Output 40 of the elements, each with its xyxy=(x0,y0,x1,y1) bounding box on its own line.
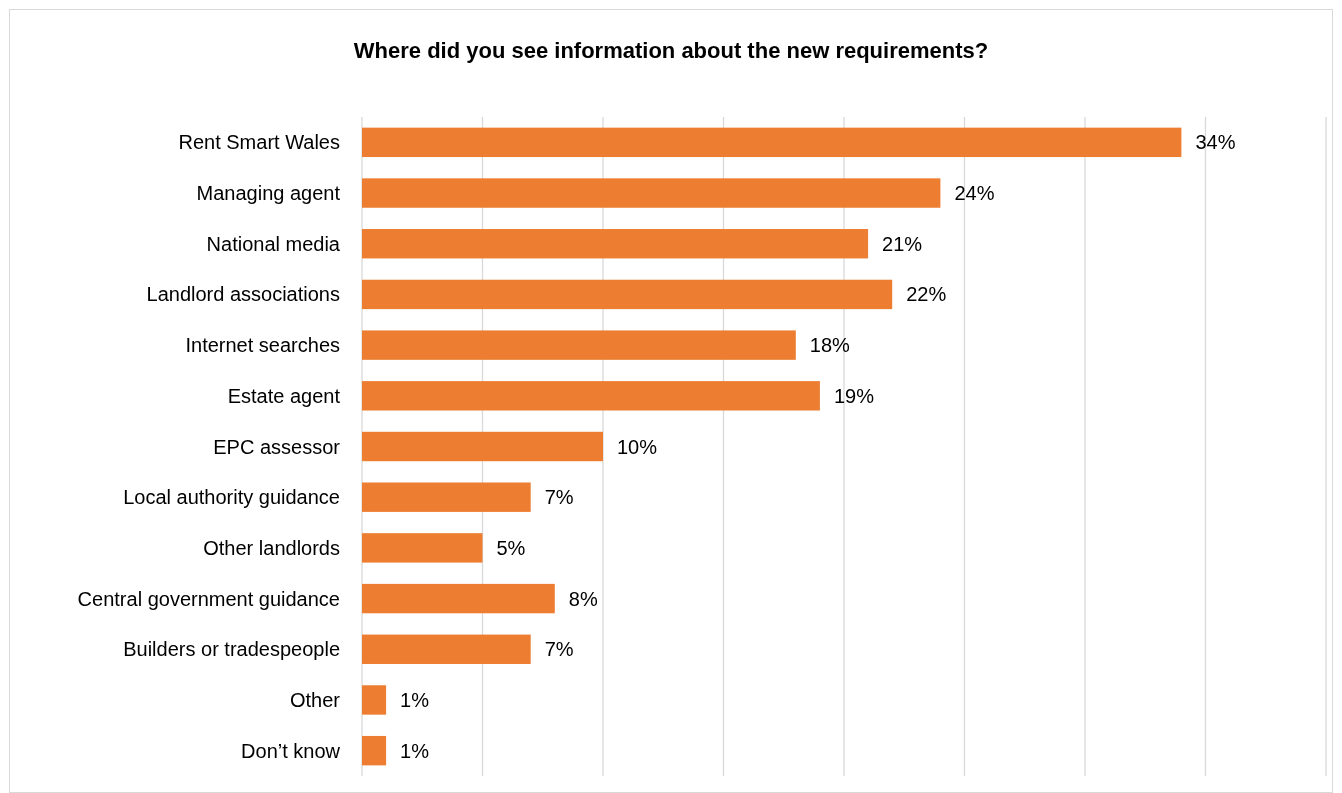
y-tick-label: Rent Smart Wales xyxy=(178,131,340,154)
data-label: 7% xyxy=(544,486,574,509)
data-label: 19% xyxy=(833,384,875,407)
data-label: 34% xyxy=(1195,131,1236,154)
data-label: 18% xyxy=(809,334,851,357)
y-tick-label: Managing agent xyxy=(196,182,341,205)
bar xyxy=(362,634,531,664)
data-label: 1% xyxy=(400,688,430,711)
bar xyxy=(362,381,820,411)
y-tick-label: Don’t know xyxy=(241,739,341,762)
bar xyxy=(362,735,387,766)
bar xyxy=(362,583,555,614)
y-tick-label: Central government guidance xyxy=(77,587,340,610)
bar xyxy=(362,482,531,512)
bar xyxy=(362,431,603,462)
y-tick-label: National media xyxy=(206,232,341,255)
bar xyxy=(362,229,869,259)
y-tick-label: Estate agent xyxy=(227,384,341,407)
data-label: 7% xyxy=(544,638,574,661)
data-label: 24% xyxy=(954,182,995,205)
bar xyxy=(362,279,893,310)
data-label: 5% xyxy=(496,536,526,559)
y-tick-label: Local authority guidance xyxy=(123,486,340,509)
bar xyxy=(362,533,483,563)
y-tick-label: Internet searches xyxy=(185,334,340,357)
bar xyxy=(362,127,1182,158)
data-label: 8% xyxy=(568,587,598,610)
data-label: 1% xyxy=(400,739,430,762)
data-label: 10% xyxy=(617,435,658,458)
y-tick-label: EPC assessor xyxy=(213,435,341,458)
y-tick-label: Other xyxy=(289,688,341,711)
bar xyxy=(362,330,796,360)
y-tick-label: Landlord associations xyxy=(146,283,340,306)
data-label: 21% xyxy=(882,232,923,255)
bar xyxy=(362,178,941,208)
data-label: 22% xyxy=(906,283,947,306)
bar xyxy=(362,685,387,715)
y-tick-label: Builders or tradespeople xyxy=(123,638,340,661)
chart-title: Where did you see information about the new requirements? xyxy=(353,37,989,63)
y-tick-label: Other landlords xyxy=(203,536,340,559)
